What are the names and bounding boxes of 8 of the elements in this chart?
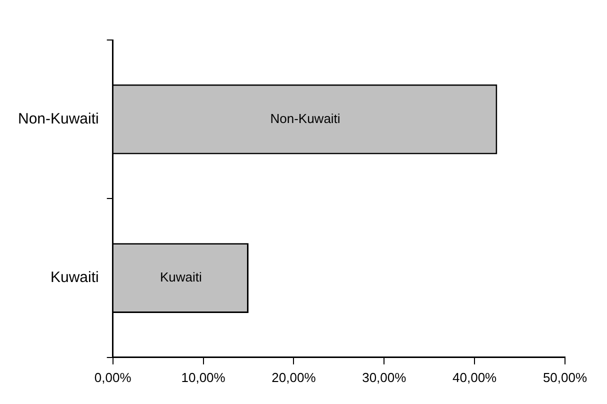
x-tick-label: 20,00%	[272, 370, 316, 385]
data-label: Non-Kuwaiti	[270, 110, 340, 126]
x-tick-label: 40,00%	[452, 370, 498, 385]
x-tick-label: 30,00%	[362, 370, 407, 385]
x-tick-label: 50,00%	[542, 370, 588, 385]
x-tick-label: 10,00%	[181, 370, 226, 385]
data-label: Kuwaiti	[160, 270, 202, 285]
x-tick-label: 0,00%	[94, 370, 132, 385]
